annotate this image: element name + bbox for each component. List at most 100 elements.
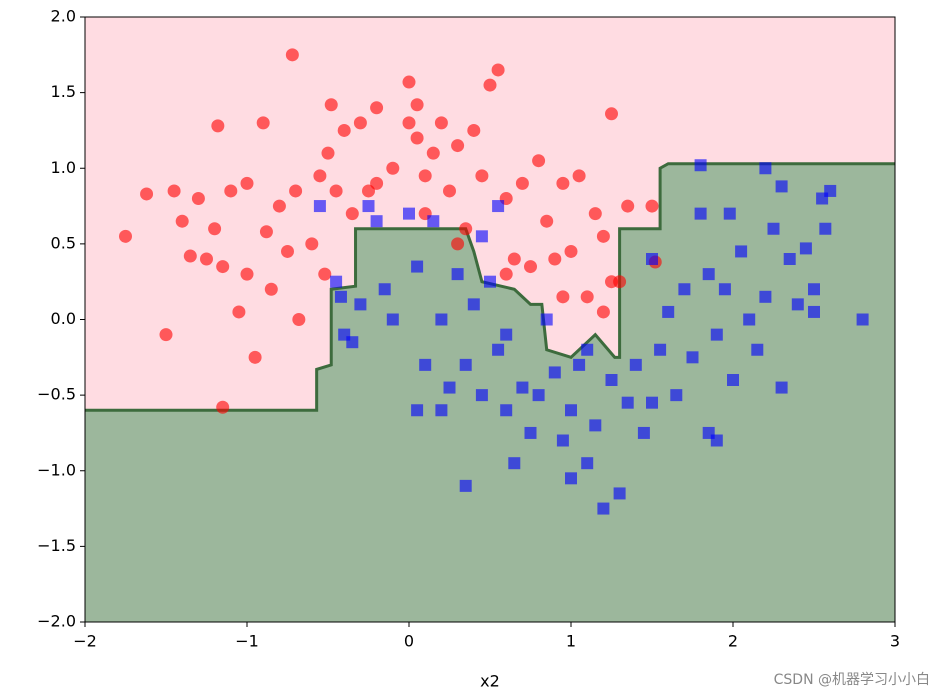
point [451,139,465,153]
point [654,343,667,356]
point [556,290,570,304]
point [775,381,788,394]
point [499,267,513,281]
point [751,343,764,356]
point [759,290,772,303]
point [183,249,197,263]
point [580,290,594,304]
x-tick-label: 3 [890,632,900,651]
point [167,184,181,198]
point [670,389,683,402]
point [662,305,675,318]
point [264,282,278,296]
y-tick-label: 0.5 [51,233,76,252]
point [240,267,254,281]
y-tick-label: −2.0 [37,612,76,631]
point [216,260,230,274]
x-tick-label: 1 [566,632,576,651]
point [808,283,820,296]
x-tick-label: 0 [404,632,414,651]
point [435,404,448,417]
point [272,199,286,213]
point [686,351,699,364]
point [507,252,521,266]
point [483,78,497,92]
point [596,305,610,319]
point [791,298,804,311]
point [702,268,715,281]
point [799,242,812,255]
point [556,176,570,190]
point [475,230,488,243]
point [345,207,359,221]
point [386,313,399,326]
point [330,275,343,288]
x-tick-label: −2 [73,632,97,651]
point [248,350,262,364]
point [208,222,222,236]
point [718,283,731,296]
point [292,313,306,326]
point [524,260,537,274]
point [256,116,270,130]
point [637,426,650,439]
point [175,214,189,228]
point [346,336,359,349]
point [402,75,416,89]
point [337,123,351,137]
point [646,396,658,409]
point [411,404,424,417]
point [418,169,432,183]
point [646,253,658,265]
decision-boundary [85,162,895,412]
point [710,434,723,447]
point [573,358,586,371]
point [443,381,456,394]
point [467,298,480,311]
point [621,199,635,213]
point [334,290,347,303]
point [581,343,594,356]
point [565,472,577,485]
point [589,419,602,432]
point [808,305,820,318]
point [492,200,505,213]
point [723,207,736,220]
point [500,404,513,417]
lower-region [85,163,895,622]
x-axis-label: x2 [480,672,500,691]
point [321,146,335,160]
point [285,48,299,62]
point [305,237,319,251]
point [515,176,529,190]
point [140,187,154,201]
point [259,225,273,239]
y-tick-label: −1.5 [37,536,76,555]
point [548,366,561,379]
point [694,159,707,172]
point [819,222,832,235]
y-tick-label: 2.0 [51,7,76,26]
point [475,389,488,402]
point [211,119,225,133]
point [434,116,448,130]
point [411,260,424,273]
point [362,200,375,213]
point [678,283,691,296]
point [191,192,205,205]
point [540,313,553,326]
point [475,169,489,183]
point [694,207,707,220]
point [426,146,440,160]
point [856,313,869,326]
point [403,207,415,220]
point [467,123,481,137]
point [500,328,513,341]
point [491,63,505,77]
point [556,434,569,447]
point [402,116,416,130]
point [759,162,772,175]
y-tick-label: −1.0 [37,460,76,479]
y-tick-label: 0.0 [51,309,76,328]
